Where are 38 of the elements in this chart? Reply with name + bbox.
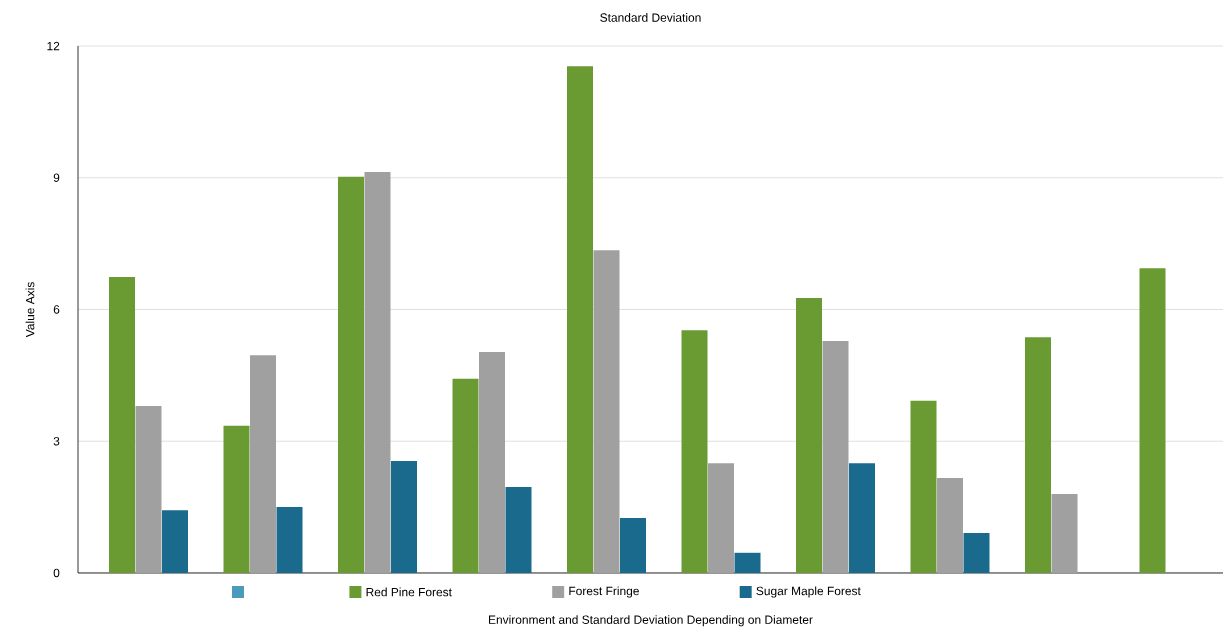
bar: [452, 378, 479, 573]
chart-title: Standard Deviation: [600, 13, 701, 22]
bar: [849, 463, 876, 573]
legend-label: Red Pine Forest: [366, 587, 452, 597]
legend-label: Sugar Maple Forest: [756, 586, 861, 598]
bar: [135, 406, 162, 573]
y-tick-label: 9: [53, 173, 60, 182]
bar: [937, 478, 964, 573]
bar: [681, 330, 708, 573]
bar: [822, 341, 849, 573]
bar: [162, 510, 189, 573]
bar: [505, 486, 532, 573]
bar: [276, 507, 303, 573]
bar: [963, 533, 990, 573]
y-tick-label: 12: [47, 41, 60, 51]
y-tick-label: 0: [53, 568, 60, 578]
bar: [734, 552, 761, 573]
bar: [708, 463, 735, 573]
y-axis-title: Value Axis: [25, 282, 35, 338]
bar: [391, 461, 418, 573]
y-tick-label: 3: [53, 437, 60, 446]
bar: [1051, 493, 1078, 573]
bar: [479, 352, 506, 573]
bar: [250, 355, 277, 573]
bar: [338, 176, 365, 573]
x-axis-title: Environment and Standard Deviation Depending on Diameter: [489, 615, 813, 627]
bar: [1025, 337, 1052, 573]
bar: [109, 276, 136, 573]
bar: [364, 172, 391, 573]
bar: [796, 298, 823, 573]
bar: [620, 518, 647, 573]
legend-label: Forest Fringe: [569, 586, 639, 598]
bar: [223, 425, 250, 573]
bar: [567, 66, 594, 573]
y-tick-label: 6: [53, 305, 60, 314]
bar: [593, 250, 620, 573]
bar: [910, 400, 937, 573]
bar: [1139, 268, 1166, 573]
